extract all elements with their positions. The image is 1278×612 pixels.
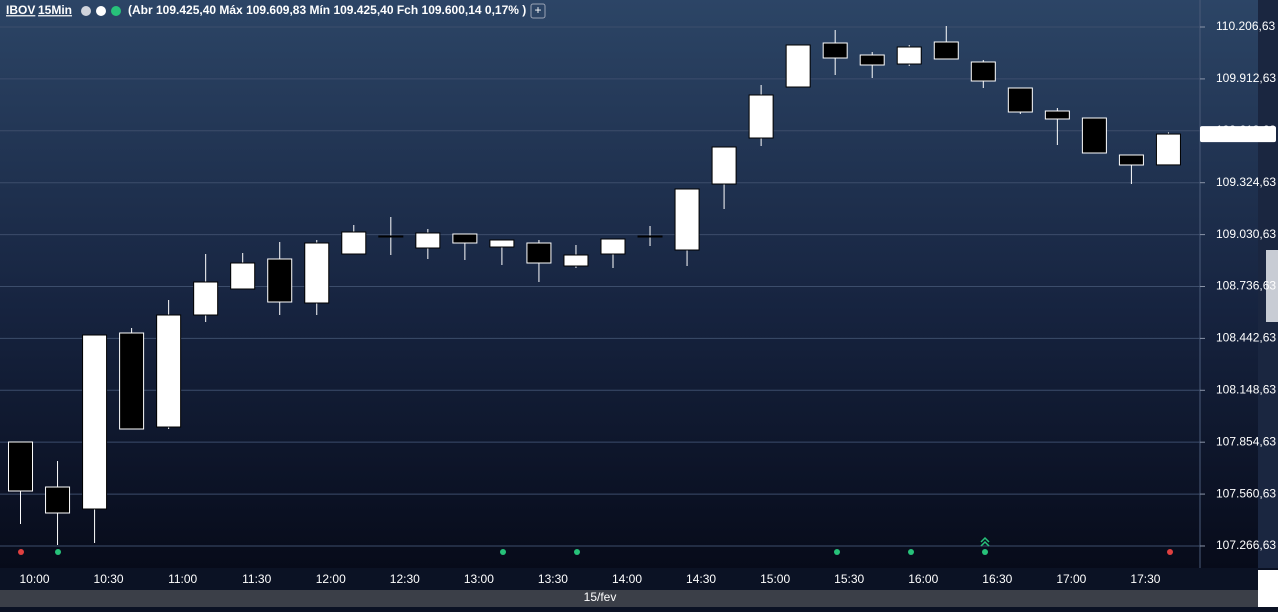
candle-up: [230, 262, 256, 290]
symbol[interactable]: IBOV: [6, 3, 35, 17]
y-tick-label: 108.442,63: [1216, 331, 1276, 345]
signal-dot: [18, 549, 24, 555]
candle-up: [415, 232, 441, 249]
x-tick-label: 16:30: [982, 572, 1012, 586]
y-tick-label: 107.854,63: [1216, 434, 1276, 448]
x-tick-label: 16:00: [908, 572, 938, 586]
signal-chevron: [980, 536, 990, 547]
x-tick-label: 10:30: [94, 572, 124, 586]
grid: [0, 26, 1200, 547]
candle-up: [896, 46, 922, 65]
icon[interactable]: [81, 6, 91, 16]
date-label: 15/fev: [584, 590, 617, 604]
x-tick-label: 11:30: [242, 572, 271, 586]
corner: [1258, 570, 1278, 607]
ohlc-info: (Abr 109.425,40 Máx 109.609,83 Mín 109.4…: [128, 3, 526, 17]
x-tick-label: 15:30: [834, 572, 864, 586]
signal-dot: [982, 549, 988, 555]
side-tab[interactable]: [1266, 250, 1278, 322]
candle-down: [970, 61, 996, 82]
candle-up: [748, 94, 774, 139]
candle-up: [489, 239, 515, 248]
y-tick-label: 108.148,63: [1216, 382, 1276, 396]
x-tick-label: 17:30: [1130, 572, 1160, 586]
candle-down: [933, 41, 959, 60]
candle-down: [8, 441, 34, 492]
x-tick-label: 13:30: [538, 572, 568, 586]
interval[interactable]: 15Min: [38, 3, 72, 17]
signal-dot: [834, 549, 840, 555]
candle-up: [637, 235, 663, 238]
last-price-marker: [1200, 126, 1276, 143]
candle-down: [45, 486, 71, 514]
signal-dot: [55, 549, 61, 555]
candle-up: [341, 231, 367, 255]
x-tick-label: 12:00: [316, 572, 346, 586]
icon[interactable]: [96, 6, 106, 16]
signal-dot: [574, 549, 580, 555]
x-tick-label: 12:30: [390, 572, 420, 586]
candle-up: [563, 254, 589, 267]
candle-down: [822, 42, 848, 59]
signals: [18, 536, 1173, 555]
x-tick-label: 10:00: [19, 572, 49, 586]
signal-dot: [500, 549, 506, 555]
candle-up: [378, 235, 404, 238]
x-tick-label: 17:00: [1056, 572, 1086, 586]
y-tick-label: 109.030,63: [1216, 227, 1276, 241]
candle-down: [526, 242, 552, 264]
candle-up: [674, 188, 700, 251]
candle-down: [1118, 154, 1144, 166]
y-tick-label: 107.560,63: [1216, 486, 1276, 500]
candle-down: [1081, 117, 1107, 154]
y-tick-label: 108.736,63: [1216, 279, 1276, 293]
y-tick-label: 109.912,63: [1216, 71, 1276, 85]
candle-down: [267, 258, 293, 303]
signal-dot: [908, 549, 914, 555]
x-tick-label: 14:00: [612, 572, 642, 586]
status-dot: [111, 6, 121, 16]
candle-up: [193, 281, 219, 316]
add-button[interactable]: [530, 3, 546, 19]
candle-up: [600, 238, 626, 255]
candle-down: [859, 54, 885, 66]
x-tick-label: 15:00: [760, 572, 790, 586]
x-tick-label: 13:00: [464, 572, 494, 586]
y-tick-label: 109.324,63: [1216, 175, 1276, 189]
candle-up: [156, 314, 182, 428]
last-price-label: 109.600,14: [1208, 126, 1268, 140]
plot-background: [0, 0, 1258, 568]
candle-down: [452, 233, 478, 244]
candle-down: [1044, 110, 1070, 120]
y-tick-label: 107.266,63: [1216, 538, 1276, 552]
candle-up: [711, 146, 737, 185]
x-tick-label: 11:00: [168, 572, 197, 586]
add-icon[interactable]: +: [534, 3, 541, 17]
bottom-bar: [0, 590, 1258, 607]
candle-up: [304, 242, 330, 304]
candle-up: [1155, 133, 1181, 166]
candle-up: [785, 44, 811, 88]
y-tick-label: 110.206,63: [1216, 19, 1275, 33]
time-axis-bg: [0, 568, 1258, 590]
candle-up: [82, 334, 108, 510]
x-tick-label: 14:30: [686, 572, 716, 586]
signal-dot: [1167, 549, 1173, 555]
candle-down: [1007, 87, 1033, 113]
candle-down: [119, 332, 145, 430]
